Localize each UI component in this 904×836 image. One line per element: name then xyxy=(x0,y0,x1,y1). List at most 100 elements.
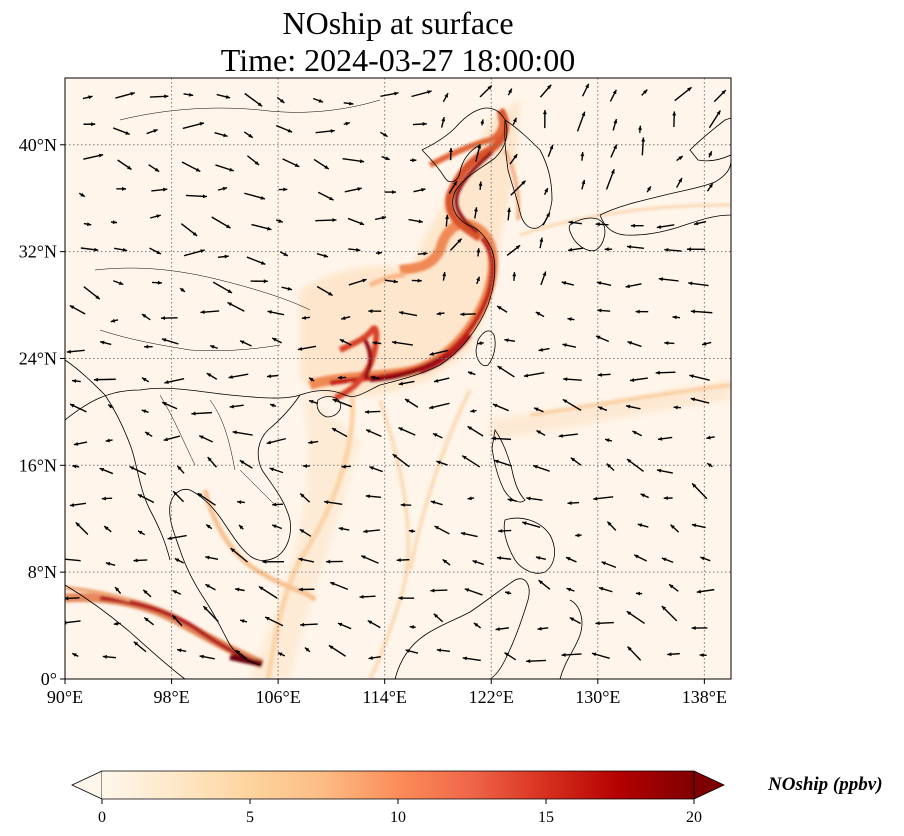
wind-arrow-132 xyxy=(476,276,481,285)
wind-arrow-325 xyxy=(234,587,245,592)
wind-arrow-95 xyxy=(568,220,582,225)
wind-arrow-110 xyxy=(417,251,428,256)
wind-arrow-173 xyxy=(504,338,516,343)
wind-arrow-11 xyxy=(442,92,449,103)
wind-arrow-118 xyxy=(664,247,682,252)
plume-pearl-core xyxy=(363,338,373,380)
wind-arrow-281 xyxy=(103,525,112,533)
wind-arrow-10 xyxy=(411,90,432,98)
wind-arrow-209 xyxy=(364,409,381,414)
coast-vietnam xyxy=(249,394,301,561)
wind-arrow-77 xyxy=(646,185,652,193)
wind-arrow-350 xyxy=(409,625,416,630)
wind-arrow-81 xyxy=(110,220,118,225)
coast-sulawesi xyxy=(559,599,583,679)
wind-arrow-372 xyxy=(462,656,481,662)
wind-arrow-174 xyxy=(538,347,550,352)
wind-arrow-41 xyxy=(117,159,132,171)
wind-arrow-23 xyxy=(182,122,205,130)
wind-arrow-207 xyxy=(308,399,319,405)
wind-arrow-336 xyxy=(598,586,613,593)
wind-arrow-220 xyxy=(73,441,88,446)
wind-arrow-213 xyxy=(492,403,509,412)
wind-arrow-159 xyxy=(690,309,713,314)
map-panel[interactable] xyxy=(60,77,732,680)
wind-arrow-143 xyxy=(160,316,178,321)
wind-arrow-176 xyxy=(595,335,610,343)
wind-arrow-200 xyxy=(69,403,87,413)
wind-arrow-338 xyxy=(668,583,679,592)
wind-arrow-305 xyxy=(230,547,248,563)
wind-arrow-70 xyxy=(413,187,426,193)
wind-arrow-300 xyxy=(65,558,81,562)
wind-arrow-116 xyxy=(604,247,613,252)
wind-arrow-236 xyxy=(604,438,613,443)
wind-arrow-161 xyxy=(99,340,112,346)
wind-arrow-222 xyxy=(144,431,153,438)
wind-arrow-60 xyxy=(78,192,86,198)
coast-korea xyxy=(504,119,553,229)
colorbar-body xyxy=(102,771,694,799)
wind-arrow-114 xyxy=(539,237,544,249)
wind-arrow-241 xyxy=(99,467,114,475)
wind-arrow-283 xyxy=(167,534,187,541)
wind-arrow-82 xyxy=(150,214,161,219)
wind-arrow-147 xyxy=(301,315,311,320)
plume-bohai xyxy=(428,113,505,168)
wind-arrow-225 xyxy=(232,430,253,436)
wind-arrow-214 xyxy=(533,407,544,413)
wind-arrow-265 xyxy=(237,500,245,505)
wind-arrow-145 xyxy=(227,301,245,312)
wind-arrow-168 xyxy=(339,338,352,346)
wind-arrow-126 xyxy=(281,286,293,291)
wind-arrow-215 xyxy=(562,398,582,411)
wind-arrow-358 xyxy=(661,605,678,622)
wind-arrow-46 xyxy=(282,158,300,168)
wind-arrow-103 xyxy=(183,249,205,257)
wind-arrow-354 xyxy=(537,626,549,631)
wind-vectors xyxy=(65,83,727,664)
wind-arrow-341 xyxy=(113,621,121,626)
wind-arrow-124 xyxy=(212,281,233,294)
lon-tick-label-0: 90°E xyxy=(47,687,83,707)
wind-arrow-343 xyxy=(171,614,183,627)
wind-arrow-113 xyxy=(506,244,521,257)
wind-arrow-91 xyxy=(445,214,449,227)
wind-arrow-49 xyxy=(381,155,390,161)
wind-arrow-323 xyxy=(172,589,182,595)
wind-arrow-27 xyxy=(315,129,335,134)
wind-arrow-183 xyxy=(164,378,185,385)
wind-arrow-138 xyxy=(658,277,679,282)
wind-arrow-111 xyxy=(449,238,463,251)
plume-west-malacca xyxy=(65,586,131,602)
wind-arrow-160 xyxy=(66,349,85,354)
coast-japan-honshu xyxy=(599,159,731,236)
wind-arrow-50 xyxy=(409,158,417,163)
wind-arrow-71 xyxy=(448,180,458,194)
wind-arrow-378 xyxy=(667,652,680,657)
wind-arrow-227 xyxy=(308,440,319,445)
wind-arrow-102 xyxy=(149,247,162,255)
wind-arrow-133 xyxy=(512,272,517,281)
wind-arrow-326 xyxy=(258,585,278,599)
wind-arrow-342 xyxy=(143,617,155,626)
wind-arrow-92 xyxy=(473,207,478,219)
wind-arrow-198 xyxy=(655,370,676,375)
wind-arrow-61 xyxy=(116,186,127,191)
wind-arrow-15 xyxy=(581,83,590,97)
wind-arrow-190 xyxy=(398,380,415,386)
colorbar-extend-max xyxy=(693,770,725,800)
wind-arrow-347 xyxy=(300,622,318,627)
wind-arrow-24 xyxy=(214,132,228,138)
wind-arrow-355 xyxy=(569,616,581,625)
wind-arrow-348 xyxy=(337,622,352,630)
wind-arrow-306 xyxy=(262,559,285,564)
coastlines xyxy=(65,107,731,679)
wind-arrow-324 xyxy=(205,583,216,591)
wind-arrow-69 xyxy=(384,190,396,195)
wind-arrow-230 xyxy=(398,427,416,436)
wind-arrow-231 xyxy=(432,432,443,439)
cb-tick-label-3: 15 xyxy=(538,809,554,826)
wind-arrow-353 xyxy=(495,627,509,631)
wind-arrow-298 xyxy=(670,524,680,533)
